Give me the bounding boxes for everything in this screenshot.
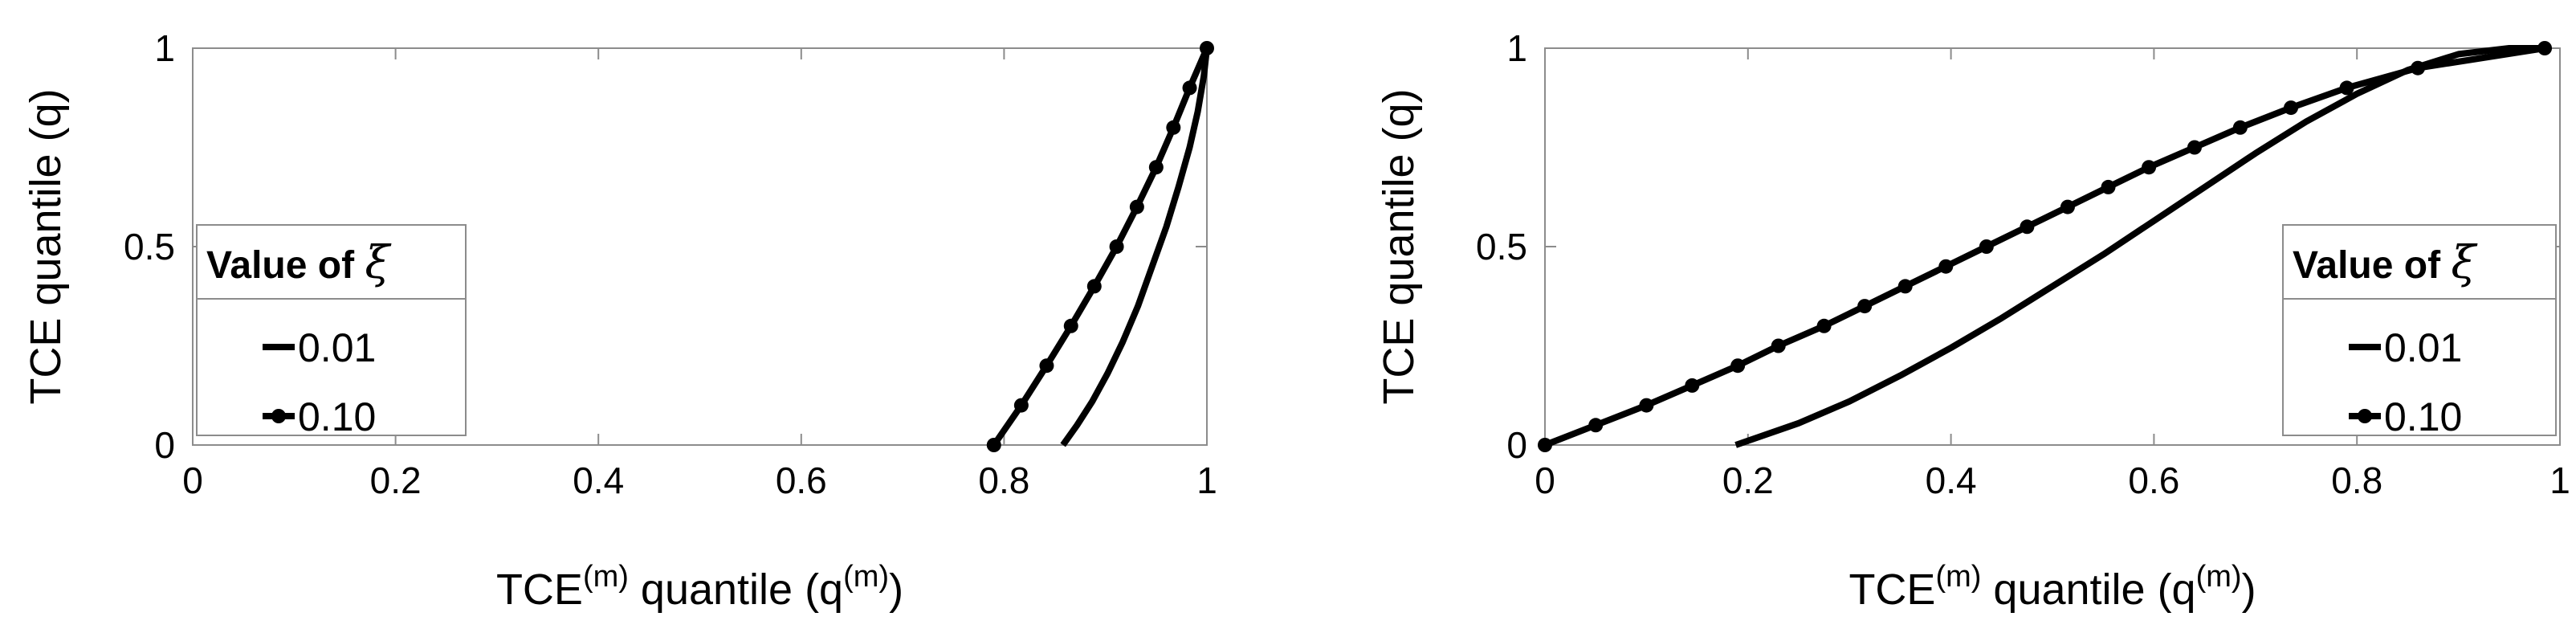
data-point (1816, 318, 1832, 333)
x-tick-label: 0 (182, 459, 203, 501)
data-point (1938, 259, 1954, 274)
x-axis-label: TCE(m) quantile (q(m)) (496, 560, 903, 614)
series-line-0.01 (1060, 47, 1210, 447)
data-point (1013, 398, 1029, 413)
y-tick-label: 1 (154, 27, 175, 69)
data-point (1182, 80, 1197, 96)
x-tick-label: 0.8 (978, 459, 1029, 501)
legend: Value of ξ 0.01 0.10 (196, 224, 467, 439)
data-point (1039, 358, 1054, 374)
data-point (1771, 338, 1786, 353)
legend: Value of ξ 0.01 0.10 (2282, 224, 2557, 439)
y-axis-label: TCE quantile (q) (22, 88, 70, 404)
data-point (2101, 179, 2116, 194)
x-tick-label: 0.4 (1926, 459, 1977, 501)
data-point (2339, 80, 2354, 96)
data-point (2411, 60, 2426, 76)
y-tick-label: 0 (1506, 424, 1527, 466)
data-point (2537, 41, 2553, 55)
legend-title: Value of ξ (206, 237, 392, 289)
x-tick-label: 1 (1196, 459, 1217, 501)
legend-entry-label: 0.10 (298, 394, 376, 439)
legend-box (2282, 224, 2557, 436)
data-point (1166, 120, 1181, 135)
x-tick-label: 0.6 (776, 459, 827, 501)
data-point (2020, 219, 2035, 235)
data-point (1588, 418, 1604, 433)
x-tick-label: 1 (2550, 459, 2570, 501)
data-point (1129, 199, 1144, 214)
y-tick-label: 0 (154, 424, 175, 466)
chart-panel-1: 0 0.2 0.4 0.6 0.8 1 0 0.5 1 TCE(m) quantile (q(m)… (22, 27, 1217, 614)
data-point (1730, 358, 1746, 374)
y-axis-label: TCE quantile (q) (1375, 88, 1423, 404)
data-point (1685, 378, 1700, 393)
legend-marker (271, 409, 286, 423)
x-tick-label: 0.4 (573, 459, 624, 501)
x-tick-label: 0.2 (1722, 459, 1774, 501)
x-axis-label: TCE(m) quantile (q(m)) (1848, 560, 2256, 614)
y-tick-label: 0.5 (1476, 226, 1527, 267)
data-point (2187, 140, 2202, 155)
legend-entry-label: 0.01 (2384, 325, 2462, 370)
chart-panel-2: 0 0.2 0.4 0.6 0.8 1 0 0.5 1 TCE(m) quantile (q(m)… (1375, 27, 2570, 614)
legend-entry-label: 0.10 (2384, 394, 2462, 439)
data-point (1109, 239, 1124, 254)
data-point (1979, 239, 1994, 254)
x-tick-label: 0.8 (2331, 459, 2382, 501)
data-point (1086, 279, 1102, 294)
data-point (2060, 199, 2075, 214)
data-point (986, 438, 1001, 452)
data-point (1063, 318, 1078, 333)
legend-entry-label: 0.01 (298, 325, 376, 370)
legend-marker (2358, 409, 2372, 423)
x-tick-label: 0.6 (2128, 459, 2179, 501)
data-point (1897, 279, 1913, 294)
data-point (1200, 41, 1214, 55)
x-tick-label: 0.2 (370, 459, 422, 501)
y-tick-label: 1 (1506, 27, 1527, 69)
y-tick-label: 0.5 (124, 226, 175, 267)
x-tick-label: 0 (1535, 459, 1555, 501)
legend-title: Value of ξ (2293, 237, 2478, 289)
legend-box (196, 224, 467, 436)
data-point (1639, 398, 1654, 413)
data-point (2142, 160, 2157, 175)
data-point (1857, 299, 1873, 314)
data-point (1148, 160, 1164, 175)
data-point (1538, 438, 1552, 452)
data-point (2232, 120, 2248, 135)
data-point (2284, 100, 2299, 116)
